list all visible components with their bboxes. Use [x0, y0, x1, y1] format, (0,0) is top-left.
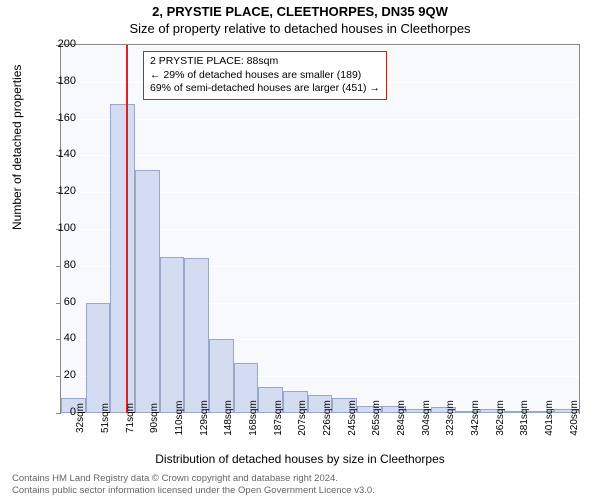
histogram-bar [135, 170, 160, 413]
xtick-label: 420sqm [569, 400, 580, 436]
xtick-label: 362sqm [495, 400, 506, 436]
xtick-label: 168sqm [248, 400, 259, 436]
xtick-label: 110sqm [174, 401, 185, 436]
annotation-box: 2 PRYSTIE PLACE: 88sqm← 29% of detached … [143, 51, 387, 100]
gridline [61, 45, 579, 46]
xtick-label: 207sqm [297, 400, 308, 436]
ytick-label: 40 [46, 332, 76, 344]
footer-attribution: Contains HM Land Registry data © Crown c… [12, 473, 375, 497]
ytick-label: 100 [46, 222, 76, 234]
page-title-2: Size of property relative to detached ho… [0, 19, 600, 36]
histogram-bar [184, 258, 209, 413]
xtick-label: 129sqm [199, 400, 210, 436]
xtick-label: 323sqm [445, 400, 456, 436]
xtick-label: 342sqm [470, 400, 481, 436]
xtick-label: 32sqm [75, 403, 86, 433]
gridline [61, 155, 579, 156]
ytick-label: 160 [46, 112, 76, 124]
ytick-label: 120 [46, 185, 76, 197]
annotation-line: 69% of semi-detached houses are larger (… [150, 82, 380, 96]
xtick-label: 284sqm [396, 400, 407, 436]
ytick-label: 0 [46, 406, 76, 418]
xtick-label: 187sqm [273, 400, 284, 436]
reference-line [126, 45, 128, 413]
ytick-label: 140 [46, 148, 76, 160]
page-title-1: 2, PRYSTIE PLACE, CLEETHORPES, DN35 9QW [0, 0, 600, 19]
chart-area: 2 PRYSTIE PLACE: 88sqm← 29% of detached … [60, 44, 580, 414]
footer-line-1: Contains HM Land Registry data © Crown c… [12, 473, 375, 485]
xtick-label: 226sqm [322, 400, 333, 436]
footer-line-2: Contains public sector information licen… [12, 485, 375, 497]
histogram-bar [86, 303, 111, 413]
histogram-bar [160, 257, 185, 413]
histogram-bar [110, 104, 135, 413]
xtick-label: 51sqm [100, 403, 111, 433]
gridline [61, 119, 579, 120]
xtick-label: 265sqm [371, 400, 382, 436]
xtick-label: 245sqm [347, 400, 358, 436]
ytick-label: 60 [46, 296, 76, 308]
ytick-label: 80 [46, 259, 76, 271]
xtick-label: 148sqm [223, 400, 234, 436]
ytick-label: 180 [46, 75, 76, 87]
xtick-label: 401sqm [544, 400, 555, 436]
y-axis-label: Number of detached properties [10, 65, 24, 230]
ytick-label: 20 [46, 369, 76, 381]
plot-region: 2 PRYSTIE PLACE: 88sqm← 29% of detached … [60, 44, 580, 414]
x-axis-label: Distribution of detached houses by size … [0, 452, 600, 466]
xtick-label: 71sqm [125, 403, 136, 433]
ytick-label: 200 [46, 38, 76, 50]
xtick-label: 304sqm [421, 400, 432, 436]
annotation-line: ← 29% of detached houses are smaller (18… [150, 69, 380, 83]
xtick-label: 381sqm [519, 400, 530, 436]
annotation-line: 2 PRYSTIE PLACE: 88sqm [150, 55, 380, 69]
xtick-label: 90sqm [149, 403, 160, 433]
